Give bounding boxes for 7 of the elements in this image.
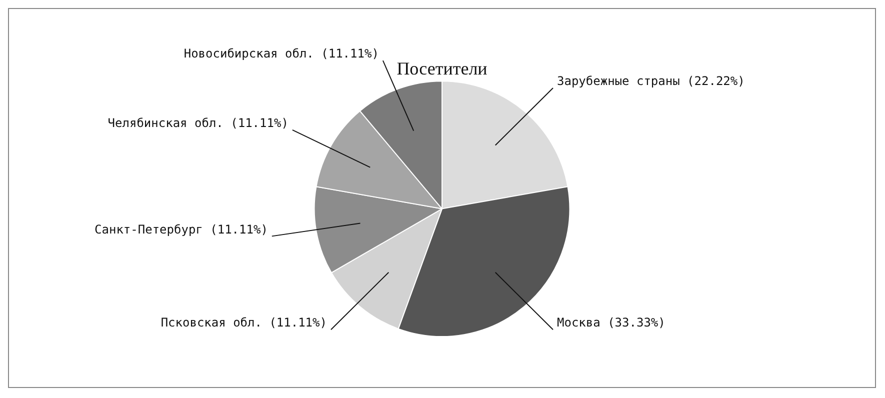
slice-label: Зарубежные страны (22.22%): [557, 74, 745, 88]
slice-label: Москва (33.33%): [557, 316, 666, 330]
text: Посетители: [396, 58, 488, 79]
slice-label: Челябинская обл. (11.11%): [108, 116, 288, 130]
slice-label: Санкт-Петербург (11.11%): [94, 222, 268, 236]
slice-label: Новосибирская обл. (11.11%): [184, 46, 379, 61]
slice-label: Псковская обл. (11.11%): [160, 316, 327, 330]
